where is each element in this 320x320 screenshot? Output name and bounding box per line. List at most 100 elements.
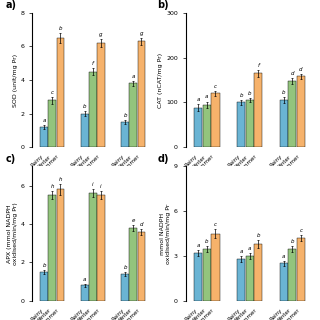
Bar <box>40 127 48 147</box>
Text: b: b <box>124 265 127 270</box>
Bar <box>57 38 64 147</box>
Text: h: h <box>59 177 62 182</box>
Text: Rainy: Rainy <box>227 308 241 320</box>
Text: b: b <box>248 91 251 96</box>
Text: Summer: Summer <box>121 308 141 320</box>
Text: Odisha: Odisha <box>120 183 147 193</box>
Text: Winter: Winter <box>76 308 93 320</box>
Text: Winter: Winter <box>233 154 250 170</box>
Text: e: e <box>132 218 135 223</box>
Text: b): b) <box>157 0 169 10</box>
Bar <box>138 41 145 147</box>
Text: Rainy: Rainy <box>184 308 198 320</box>
Text: TI: TI <box>289 183 296 193</box>
Text: Summer: Summer <box>195 154 215 174</box>
Text: Rainy: Rainy <box>30 308 44 320</box>
Y-axis label: mmol NADPH
oxidised/min/mg Pr: mmol NADPH oxidised/min/mg Pr <box>160 204 171 264</box>
Text: c): c) <box>5 154 15 164</box>
Text: Winter: Winter <box>36 154 52 170</box>
Bar <box>254 244 262 301</box>
Bar <box>138 232 145 301</box>
Bar <box>40 272 48 301</box>
Text: a: a <box>239 249 243 254</box>
Text: b: b <box>205 238 209 244</box>
Text: b: b <box>239 93 243 98</box>
Text: Summer: Summer <box>40 308 60 320</box>
Text: b: b <box>256 233 260 238</box>
Text: Winter: Winter <box>117 308 133 320</box>
Bar <box>245 100 254 147</box>
Text: d: d <box>140 222 143 227</box>
Bar <box>97 43 105 147</box>
Text: Winter: Winter <box>191 154 207 170</box>
Text: Winter: Winter <box>36 308 52 320</box>
Text: Rainy: Rainy <box>269 154 284 168</box>
Bar <box>245 256 254 301</box>
Text: c: c <box>51 90 54 95</box>
Bar <box>212 234 220 301</box>
Text: d): d) <box>157 154 169 164</box>
Bar <box>48 195 56 301</box>
Text: Winter: Winter <box>76 154 93 170</box>
Text: i: i <box>100 184 102 189</box>
Text: Summer: Summer <box>281 154 301 174</box>
Bar <box>194 253 203 301</box>
Bar <box>121 122 129 147</box>
Text: b: b <box>282 91 285 95</box>
Text: c: c <box>214 84 217 89</box>
Bar <box>288 249 296 301</box>
Bar <box>81 114 89 147</box>
Text: a: a <box>248 246 251 251</box>
Text: Rainy: Rainy <box>111 308 125 320</box>
Bar <box>212 93 220 147</box>
Text: a: a <box>197 97 200 102</box>
Bar <box>254 73 262 147</box>
Text: a: a <box>43 118 46 123</box>
Text: Summer: Summer <box>238 308 258 320</box>
Text: b: b <box>291 238 294 244</box>
Text: h: h <box>51 184 54 189</box>
Text: d: d <box>291 71 294 76</box>
Text: b: b <box>59 26 62 31</box>
Bar <box>89 193 97 301</box>
Text: Rainy: Rainy <box>184 154 198 168</box>
Bar <box>130 228 137 301</box>
Text: Rainy: Rainy <box>70 154 85 168</box>
Text: Summer: Summer <box>81 154 101 174</box>
Text: Rainy: Rainy <box>30 154 44 168</box>
Bar <box>237 102 245 147</box>
Text: Winter: Winter <box>276 308 292 320</box>
Text: a): a) <box>5 0 16 10</box>
Y-axis label: APX (mmol NADPH
oxidised/min/mg Pr): APX (mmol NADPH oxidised/min/mg Pr) <box>7 202 18 265</box>
Text: a: a <box>205 94 209 100</box>
Bar <box>130 83 137 147</box>
Bar <box>297 238 305 301</box>
Text: Summer: Summer <box>81 308 101 320</box>
Text: Rainy: Rainy <box>269 308 284 320</box>
Bar <box>57 189 64 301</box>
Bar <box>280 100 288 147</box>
Text: Summer: Summer <box>281 308 301 320</box>
Text: Winter: Winter <box>191 308 207 320</box>
Text: c: c <box>299 228 302 233</box>
Text: Winter: Winter <box>117 154 133 170</box>
Text: f: f <box>92 61 94 66</box>
Text: Winter: Winter <box>233 308 250 320</box>
Text: Summer: Summer <box>40 154 60 174</box>
Bar <box>297 76 305 147</box>
Text: Summer: Summer <box>195 308 215 320</box>
Bar <box>121 274 129 301</box>
Text: TN: TN <box>47 183 58 193</box>
Bar <box>280 263 288 301</box>
Text: b: b <box>124 113 127 118</box>
Text: a: a <box>282 254 285 259</box>
Text: b: b <box>83 104 86 109</box>
Bar <box>237 259 245 301</box>
Text: f: f <box>257 63 259 68</box>
Bar <box>81 285 89 301</box>
Bar <box>194 108 203 147</box>
Text: i: i <box>92 182 93 188</box>
Text: Gujarat: Gujarat <box>193 183 221 193</box>
Text: Rainy: Rainy <box>227 154 241 168</box>
Text: Rainy: Rainy <box>111 154 125 168</box>
